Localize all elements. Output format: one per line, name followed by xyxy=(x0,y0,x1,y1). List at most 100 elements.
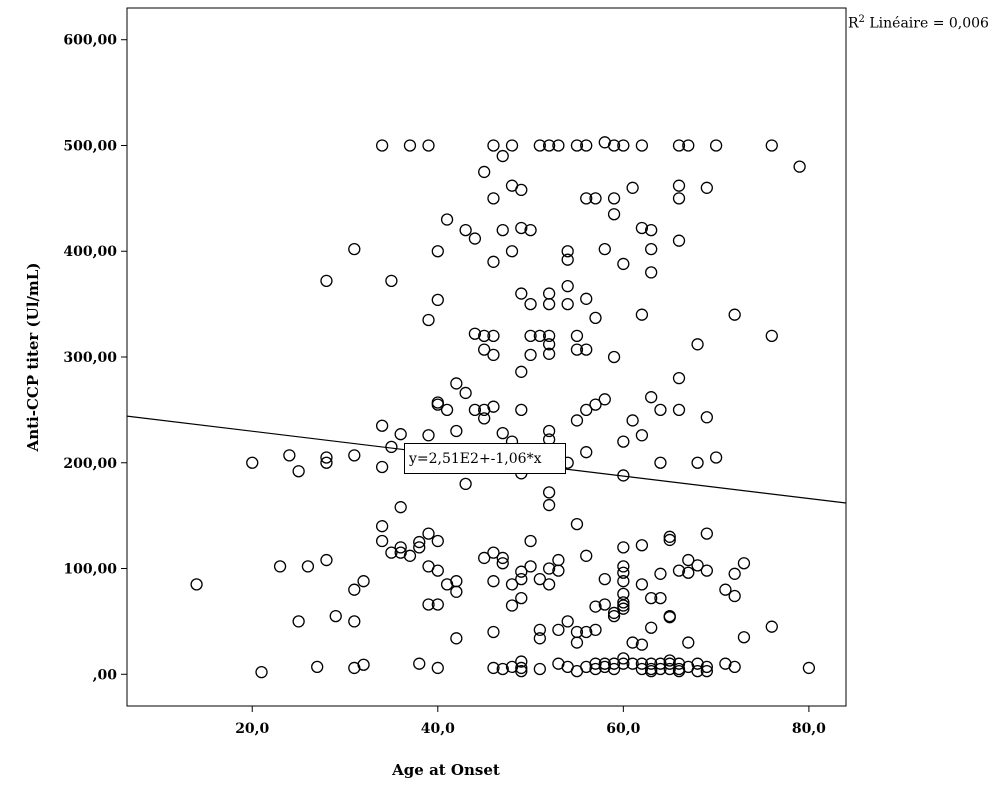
data-point xyxy=(375,139,389,152)
data-point xyxy=(580,403,593,417)
data-point xyxy=(580,139,593,152)
data-point xyxy=(589,311,602,325)
data-point xyxy=(728,589,741,603)
data-point xyxy=(663,657,676,670)
data-point xyxy=(635,657,649,670)
data-point xyxy=(654,567,667,580)
data-point xyxy=(607,662,621,676)
data-point xyxy=(422,429,435,442)
data-point xyxy=(542,329,556,342)
data-point xyxy=(570,139,584,152)
data-point xyxy=(700,660,713,674)
data-point xyxy=(320,456,333,469)
data-point xyxy=(672,662,686,676)
data-point xyxy=(617,587,630,601)
data-point xyxy=(580,549,593,562)
data-point xyxy=(700,664,713,678)
data-point xyxy=(431,534,444,548)
data-point xyxy=(348,242,361,256)
data-point xyxy=(403,549,417,562)
plot-frame xyxy=(126,7,847,707)
data-point xyxy=(542,297,556,311)
data-point xyxy=(626,414,639,427)
data-point xyxy=(413,657,426,670)
data-point xyxy=(580,625,593,639)
data-point xyxy=(403,139,417,152)
data-point xyxy=(617,469,630,482)
data-point xyxy=(617,139,630,152)
data-point xyxy=(617,435,630,448)
data-point xyxy=(672,179,686,192)
data-point xyxy=(645,621,658,634)
data-point xyxy=(505,139,519,152)
data-point xyxy=(635,539,649,552)
data-point xyxy=(607,350,621,364)
data-point xyxy=(672,139,686,152)
data-point xyxy=(570,329,584,342)
data-point xyxy=(802,661,816,675)
data-point xyxy=(552,623,565,637)
data-point xyxy=(542,347,556,360)
data-point xyxy=(737,631,751,644)
data-point xyxy=(478,343,491,356)
data-point xyxy=(645,391,658,404)
data-point xyxy=(635,429,649,442)
data-point xyxy=(431,598,444,611)
data-point xyxy=(320,274,333,288)
data-point xyxy=(645,657,658,670)
data-point xyxy=(487,546,500,559)
data-point xyxy=(700,564,713,577)
data-point xyxy=(617,566,630,579)
data-point xyxy=(617,602,630,615)
data-point xyxy=(654,662,667,676)
y-tick-label: 200,00 xyxy=(63,456,117,472)
data-point xyxy=(440,213,454,226)
data-point xyxy=(570,343,584,356)
data-point xyxy=(709,139,723,152)
data-point xyxy=(645,223,658,237)
y-tick-label: 100,00 xyxy=(63,562,117,578)
data-point xyxy=(515,365,528,378)
data-point xyxy=(682,553,695,567)
data-point xyxy=(598,572,611,586)
data-point xyxy=(765,329,778,342)
data-point xyxy=(515,565,528,578)
data-point xyxy=(617,575,630,588)
data-point xyxy=(598,242,611,256)
data-point xyxy=(561,253,574,266)
data-point xyxy=(468,403,482,417)
data-point xyxy=(533,572,546,586)
data-point xyxy=(645,664,658,678)
data-point xyxy=(496,557,509,570)
data-point xyxy=(273,560,287,573)
data-point xyxy=(459,223,472,237)
data-point xyxy=(515,183,528,197)
data-point xyxy=(385,440,398,454)
data-point xyxy=(607,657,621,670)
data-point xyxy=(348,449,361,462)
data-point xyxy=(450,424,463,438)
data-point xyxy=(515,655,528,668)
data-point xyxy=(561,615,574,628)
data-point xyxy=(589,192,602,205)
data-point xyxy=(440,403,454,417)
data-point xyxy=(617,652,630,665)
data-point xyxy=(728,660,741,674)
data-point xyxy=(524,534,537,548)
data-point xyxy=(487,348,500,362)
data-point xyxy=(654,591,667,605)
data-point xyxy=(635,308,649,321)
data-point xyxy=(515,661,528,675)
data-point xyxy=(580,192,593,205)
y-tick-label: 600,00 xyxy=(63,33,117,49)
data-point xyxy=(607,192,621,205)
data-point xyxy=(357,575,370,588)
data-point xyxy=(375,520,389,533)
data-point xyxy=(246,456,259,469)
data-point xyxy=(728,567,741,580)
data-point xyxy=(524,223,537,237)
data-point xyxy=(617,257,630,271)
data-point xyxy=(672,403,686,417)
data-point xyxy=(589,398,602,411)
data-point xyxy=(478,412,491,425)
